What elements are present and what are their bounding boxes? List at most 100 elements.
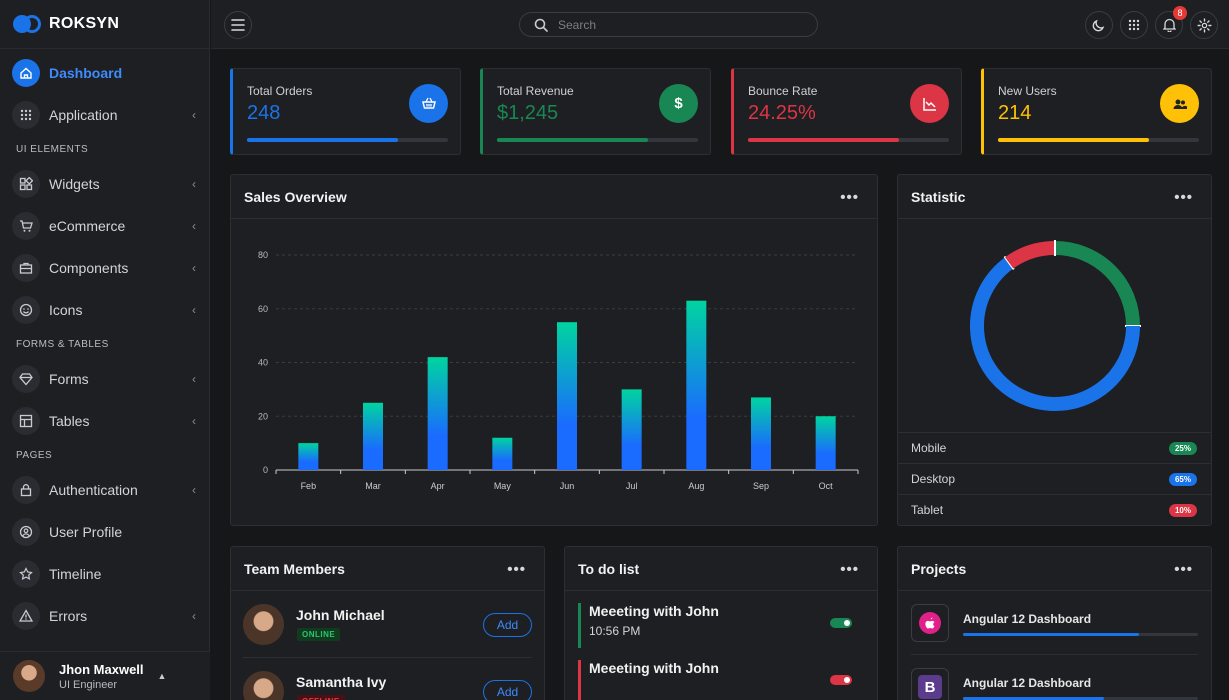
x-tick-label: Aug: [688, 481, 704, 491]
donut-slice-tablet[interactable]: [1005, 241, 1056, 269]
statistic-row-desktop: Desktop 65%: [898, 463, 1211, 494]
add-member-button[interactable]: Add: [483, 613, 532, 637]
chevron-left-icon: ‹: [192, 261, 196, 275]
brand[interactable]: ROKSYN: [0, 0, 209, 49]
statistic-row-mobile: Mobile 25%: [898, 432, 1211, 463]
todo-time: 10:56 PM: [589, 624, 641, 638]
sidebar-item-components[interactable]: Components ‹: [0, 247, 210, 289]
sidebar-item-tables[interactable]: Tables ‹: [0, 400, 210, 442]
donut-slice-desktop[interactable]: [970, 257, 1140, 411]
settings-button[interactable]: [1190, 11, 1218, 39]
stat-value: 24.25%: [748, 102, 816, 124]
team-members-header: Team Members •••: [231, 547, 544, 591]
bar-jun[interactable]: [557, 322, 577, 470]
stat-progress-fill: [247, 138, 398, 142]
widgets-icon: [12, 170, 40, 198]
more-options-icon[interactable]: •••: [840, 189, 859, 206]
bar-oct[interactable]: [815, 416, 836, 470]
more-options-icon[interactable]: •••: [1174, 561, 1193, 578]
percent-badge: 10%: [1168, 503, 1197, 517]
sidebar-item-timeline[interactable]: Timeline: [0, 553, 210, 595]
sidebar-item-label: Forms: [49, 371, 89, 387]
hamburger-icon: [231, 19, 245, 31]
sidebar-item-errors[interactable]: Errors ‹: [0, 595, 210, 637]
user-menu[interactable]: Jhon Maxwell UI Engineer ▲: [0, 651, 210, 700]
apple-icon: [911, 604, 949, 642]
card-title: Sales Overview: [244, 188, 347, 205]
bell-icon: [1162, 18, 1176, 32]
bar-may[interactable]: [492, 437, 513, 470]
bar-jul[interactable]: [621, 389, 642, 470]
notification-count-badge: 8: [1173, 6, 1187, 20]
card-title: Statistic: [911, 188, 966, 205]
topbar: 8: [211, 0, 1229, 49]
user-role: UI Engineer: [59, 678, 118, 691]
stat-card-new-users: New Users 214: [981, 68, 1212, 155]
project-item[interactable]: B Angular 12 Dashboard: [911, 655, 1198, 700]
bar-sep[interactable]: [751, 397, 771, 470]
add-member-button[interactable]: Add: [483, 680, 532, 700]
bar-apr[interactable]: [427, 357, 448, 470]
chevron-left-icon: ‹: [192, 177, 196, 191]
y-tick-label: 40: [258, 358, 268, 368]
sidebar-item-forms[interactable]: Forms ‹: [0, 358, 210, 400]
member-name: John Michael: [296, 607, 385, 623]
basket-icon: [409, 84, 448, 123]
project-progress-bar: [963, 633, 1198, 636]
chevron-left-icon: ‹: [192, 414, 196, 428]
todo-header: To do list •••: [565, 547, 877, 591]
sidebar-item-label: Application: [49, 107, 118, 123]
brand-logo-icon: [13, 14, 43, 34]
more-options-icon[interactable]: •••: [507, 561, 526, 578]
list-item: John Michael ONLINE Add: [243, 591, 532, 658]
caret-up-icon[interactable]: ▲: [157, 671, 167, 681]
sales-overview-header: Sales Overview •••: [231, 175, 877, 219]
donut-slice-mobile[interactable]: [1054, 241, 1140, 327]
x-tick-label: Jun: [560, 481, 575, 491]
grid-icon: [12, 101, 40, 129]
bar-mar[interactable]: [363, 402, 383, 470]
sidebar-item-user-profile[interactable]: User Profile: [0, 511, 210, 553]
todo-toggle[interactable]: [830, 675, 852, 685]
project-item[interactable]: Angular 12 Dashboard: [911, 591, 1198, 655]
search-icon: [534, 18, 548, 32]
sidebar-item-ecommerce[interactable]: eCommerce ‹: [0, 205, 210, 247]
card-title: Team Members: [244, 560, 345, 577]
moon-icon: [1092, 19, 1105, 32]
todo-title: Meeeting with John: [589, 603, 719, 619]
todo-item: Meeeting with John: [578, 660, 864, 700]
todo-title: Meeeting with John: [589, 660, 719, 676]
sidebar-item-label: Widgets: [49, 176, 100, 192]
warning-icon: [12, 602, 40, 630]
sidebar-item-label: Authentication: [49, 482, 138, 498]
sidebar-item-widgets[interactable]: Widgets ‹: [0, 163, 210, 205]
theme-toggle-button[interactable]: [1085, 11, 1113, 39]
sidebar-item-dashboard[interactable]: Dashboard: [0, 52, 210, 94]
bar-feb[interactable]: [298, 443, 319, 470]
more-options-icon[interactable]: •••: [840, 561, 859, 578]
sidebar-item-icons[interactable]: Icons ‹: [0, 289, 210, 331]
notifications-button[interactable]: 8: [1155, 6, 1187, 39]
project-progress-bar: [963, 697, 1198, 700]
sidebar-item-application[interactable]: Application ‹: [0, 94, 210, 136]
project-name: Angular 12 Dashboard: [963, 612, 1092, 626]
brand-name: ROKSYN: [49, 15, 120, 32]
x-tick-label: Feb: [301, 481, 317, 491]
sidebar-item-label: eCommerce: [49, 218, 126, 234]
projects-header: Projects •••: [898, 547, 1211, 591]
statistic-row-tablet: Tablet 10%: [898, 494, 1211, 525]
menu-toggle-button[interactable]: [224, 11, 252, 39]
more-options-icon[interactable]: •••: [1174, 189, 1193, 206]
sales-bar-chart: 0 20 40 60 80 Feb Mar Apr May Jun Jul Aug Sep Oct: [258, 250, 859, 491]
sidebar-item-authentication[interactable]: Authentication ‹: [0, 469, 210, 511]
todo-toggle[interactable]: [830, 618, 852, 628]
bar-aug[interactable]: [686, 300, 707, 470]
stat-value: 248: [247, 102, 281, 124]
stat-card-bounce-rate: Bounce Rate 24.25%: [731, 68, 962, 155]
apps-button[interactable]: [1120, 11, 1148, 39]
search-input[interactable]: [558, 17, 788, 32]
project-progress-fill: [963, 633, 1140, 636]
y-tick-label: 60: [258, 304, 268, 314]
search-bar[interactable]: [519, 12, 818, 37]
y-tick-label: 20: [258, 411, 268, 421]
